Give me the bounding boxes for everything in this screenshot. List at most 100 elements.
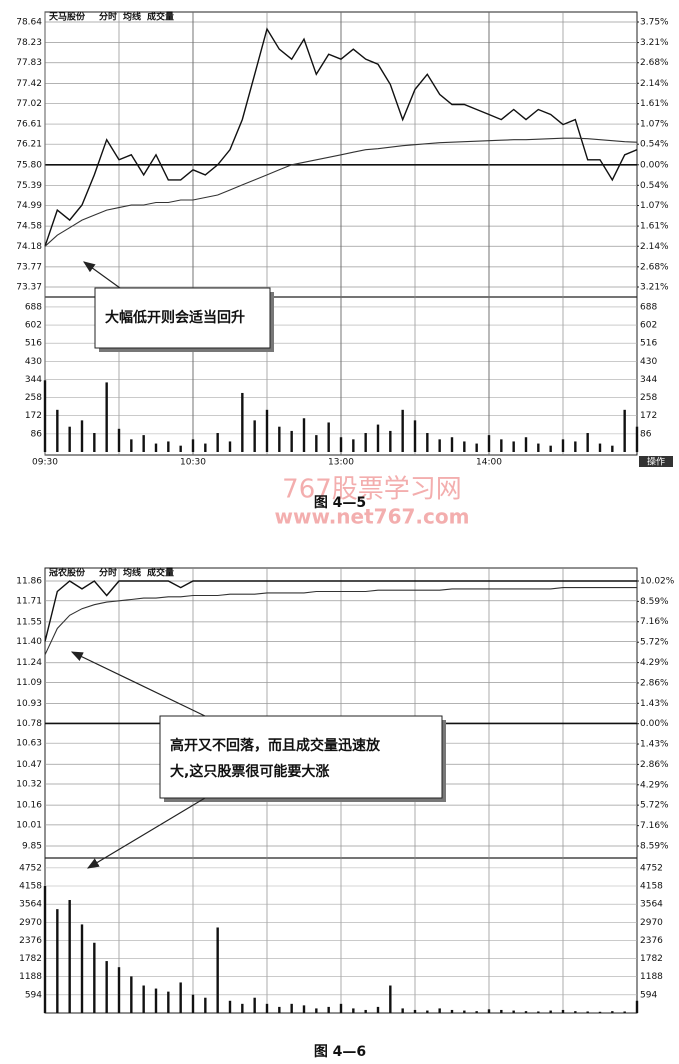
legend-entry: 均线: [123, 11, 141, 23]
annotation-text: 高开又不回落，而且成交量迅速放: [170, 737, 381, 754]
volume-bar: [327, 1006, 330, 1013]
y2-tick-label: 2.14%: [640, 79, 669, 89]
volume-bar: [500, 439, 503, 452]
volume-bar: [586, 433, 589, 452]
volume-bar: [561, 439, 565, 452]
volume-bar: [426, 433, 429, 452]
y2-tick-label: 0.54%: [640, 181, 669, 191]
annotation-box: [159, 715, 443, 799]
volume-tick-label: 1782: [19, 954, 42, 964]
y-tick-label: 10.01: [16, 820, 42, 830]
volume-bar: [487, 435, 491, 452]
volume-bar: [43, 380, 47, 452]
volume-bar: [339, 1003, 343, 1013]
annotation-text: 大幅低开则会适当回升: [105, 309, 245, 326]
y2-tick-label: 1.43%: [640, 699, 669, 709]
price-line: [44, 580, 637, 642]
volume-bar: [117, 428, 121, 452]
volume-bar: [623, 1011, 626, 1013]
y2-tick-label: 8.59%: [640, 842, 669, 852]
volume-bar: [68, 426, 71, 452]
volume-bar: [228, 1000, 232, 1013]
y2-tick-label: 2.86%: [640, 678, 669, 688]
volume-bar: [191, 994, 195, 1013]
price-line: [44, 27, 638, 247]
y2-tick-label: 2.68%: [640, 262, 669, 272]
volume-tick-label-right: 172: [640, 411, 657, 421]
volume-tick-label-right: 86: [640, 429, 652, 439]
x-tick-label: 10:30: [180, 458, 206, 468]
volume-bar: [278, 426, 281, 452]
volume-bar: [475, 443, 478, 452]
y2-tick-label: 5.72%: [640, 638, 669, 648]
volume-tick-label: 430: [25, 357, 42, 367]
y2-tick-label: 3.21%: [640, 38, 669, 48]
volume-bar: [500, 1009, 503, 1013]
volume-bar: [426, 1010, 429, 1013]
volume-bar: [130, 439, 133, 452]
annotation-box: [94, 287, 271, 349]
x-tick-label: 09:30: [32, 458, 58, 468]
y2-tick-label: 4.29%: [640, 658, 669, 668]
volume-bar: [376, 1006, 380, 1013]
y2-tick-label: 1.07%: [640, 201, 669, 211]
volume-bar: [68, 899, 71, 1013]
legend-entry: 分时: [99, 11, 117, 23]
volume-bar: [93, 433, 96, 452]
volume-bar: [389, 985, 392, 1013]
volume-bar: [352, 1008, 355, 1013]
volume-tick-label: 516: [25, 339, 42, 349]
volume-tick-label: 1188: [19, 972, 42, 982]
y-tick-label: 11.09: [16, 678, 42, 688]
volume-bar: [364, 433, 367, 452]
annotation-text: 大,这只股票很可能要大涨: [170, 763, 329, 780]
volume-bar: [80, 924, 84, 1013]
volume-bar: [154, 443, 158, 452]
volume-tick-label-right: 2376: [640, 936, 663, 946]
volume-tick-label: 3564: [19, 900, 42, 910]
volume-bar: [105, 961, 108, 1013]
volume-tick-label: 602: [25, 321, 42, 331]
legend-entry: 成交量: [147, 567, 174, 579]
volume-bar: [364, 1009, 367, 1013]
y2-tick-label: 10.02%: [640, 577, 675, 587]
volume-tick-label-right: 1782: [640, 954, 663, 964]
volume-tick-label-right: 2970: [640, 918, 663, 928]
volume-bar: [549, 445, 552, 452]
y2-tick-label: 4.29%: [640, 780, 669, 790]
watermark-site: 767股票学习网: [282, 475, 462, 505]
volume-bar: [105, 382, 108, 452]
y-tick-label: 11.71: [16, 596, 42, 606]
chart-title: 天马股份: [49, 11, 86, 23]
volume-bar: [352, 439, 355, 452]
figure-caption: 图 4—6: [314, 1044, 366, 1060]
volume-tick-label-right: 688: [640, 302, 657, 312]
volume-bar: [167, 441, 170, 452]
volume-bar: [80, 420, 84, 452]
y-tick-label: 76.61: [16, 120, 42, 130]
y-tick-label: 73.77: [16, 262, 42, 272]
volume-bar: [216, 433, 219, 452]
annotation-arrow: [70, 651, 206, 717]
volume-bar: [623, 409, 626, 452]
volume-bar: [450, 437, 454, 452]
y2-tick-label: 2.14%: [640, 242, 669, 252]
volume-tick-label: 4158: [19, 882, 42, 892]
volume-bar: [524, 437, 528, 452]
volume-bar: [512, 1010, 515, 1013]
y2-tick-label: 0.54%: [640, 140, 669, 150]
y-tick-label: 75.39: [16, 181, 42, 191]
y-tick-label: 11.40: [16, 637, 42, 647]
volume-bar: [389, 430, 392, 452]
volume-bar: [302, 1005, 306, 1013]
y-tick-label: 78.64: [16, 18, 42, 28]
volume-tick-label-right: 602: [640, 321, 657, 331]
volume-bar: [315, 435, 318, 452]
volume-bar: [598, 1011, 602, 1013]
volume-bar: [142, 985, 145, 1013]
volume-bar: [142, 435, 145, 452]
corner-label: 操作: [647, 456, 665, 468]
volume-tick-label-right: 430: [640, 357, 657, 367]
volume-bar: [611, 1011, 614, 1013]
y2-tick-label: 1.07%: [640, 120, 669, 130]
